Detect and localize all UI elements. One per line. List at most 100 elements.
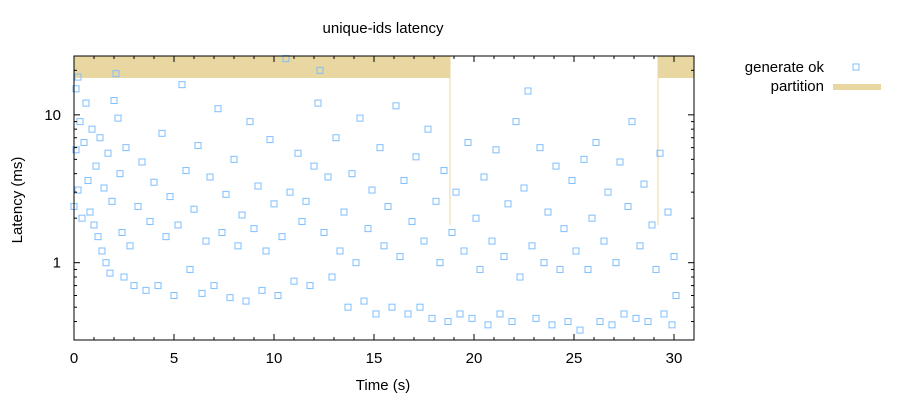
point-28 (122, 144, 130, 152)
point-107 (436, 259, 444, 267)
point-81 (332, 134, 340, 142)
point-76 (314, 99, 322, 107)
point-40 (170, 291, 178, 299)
point-113 (460, 247, 468, 255)
point-46 (194, 142, 202, 150)
point-143 (580, 155, 588, 163)
legend-marker-generate-ok (852, 63, 860, 71)
legend: generate ok partition (745, 59, 881, 95)
point-161 (652, 265, 660, 273)
point-127 (516, 273, 524, 281)
point-3 (74, 186, 82, 194)
point-138 (560, 225, 568, 233)
point-129 (524, 87, 532, 95)
point-18 (102, 259, 110, 267)
point-131 (532, 314, 540, 322)
point-63 (262, 247, 270, 255)
point-94 (384, 202, 392, 210)
point-69 (286, 188, 294, 196)
point-159 (644, 318, 652, 326)
point-144 (584, 265, 592, 273)
point-141 (572, 247, 580, 255)
point-62 (258, 286, 266, 294)
point-57 (238, 211, 246, 219)
point-49 (206, 173, 214, 181)
x-tick-label-2: 10 (266, 350, 283, 367)
point-146 (592, 138, 600, 146)
x-tick-label-3: 15 (366, 350, 383, 367)
point-56 (234, 242, 242, 250)
point-137 (556, 265, 564, 273)
point-124 (504, 200, 512, 208)
point-128 (520, 184, 528, 192)
point-15 (96, 134, 104, 142)
partition-band-0 (74, 56, 450, 78)
point-110 (448, 229, 456, 237)
point-54 (226, 294, 234, 302)
point-164 (664, 208, 672, 216)
point-44 (186, 265, 194, 273)
point-22 (110, 97, 118, 105)
point-111 (452, 188, 460, 196)
chart-title: unique-ids latency (323, 20, 444, 37)
point-13 (92, 162, 100, 170)
point-55 (230, 155, 238, 163)
point-2 (72, 85, 80, 93)
x-tick-label-0: 0 (70, 350, 78, 367)
point-90 (368, 186, 376, 194)
partition-bands (73, 56, 695, 225)
point-162 (656, 149, 664, 157)
point-87 (356, 114, 364, 122)
point-139 (564, 318, 572, 326)
y-tick-label-1: 10 (44, 107, 61, 124)
point-16 (98, 247, 106, 255)
point-112 (456, 310, 464, 318)
point-31 (134, 202, 142, 210)
point-37 (158, 129, 166, 137)
point-115 (468, 314, 476, 322)
point-133 (540, 259, 548, 267)
point-34 (146, 217, 154, 225)
point-9 (84, 176, 92, 184)
point-30 (130, 282, 138, 290)
point-64 (266, 136, 274, 144)
point-96 (392, 102, 400, 110)
point-35 (150, 178, 158, 186)
generate-ok-points (70, 55, 680, 334)
point-158 (640, 180, 648, 188)
point-157 (636, 242, 644, 250)
point-109 (444, 318, 452, 326)
x-tick-label-1: 5 (170, 350, 178, 367)
point-65 (270, 200, 278, 208)
point-166 (670, 253, 678, 261)
point-132 (536, 144, 544, 152)
point-14 (94, 233, 102, 241)
point-154 (624, 202, 632, 210)
point-114 (464, 138, 472, 146)
point-95 (388, 303, 396, 311)
point-101 (412, 153, 420, 161)
axes: 0 5 10 15 20 25 30 1 10 (44, 56, 694, 367)
partition-band-1 (658, 56, 694, 78)
point-167 (672, 291, 680, 299)
point-32 (138, 158, 146, 166)
point-97 (396, 253, 404, 261)
point-53 (222, 190, 230, 198)
point-117 (476, 265, 484, 273)
point-20 (106, 269, 114, 277)
point-27 (120, 273, 128, 281)
point-103 (420, 237, 428, 245)
point-6 (78, 214, 86, 222)
point-156 (632, 314, 640, 322)
point-119 (484, 321, 492, 329)
point-29 (126, 242, 134, 250)
point-17 (100, 184, 108, 192)
point-47 (198, 289, 206, 297)
point-42 (178, 81, 186, 89)
x-tick-label-5: 25 (566, 350, 583, 367)
point-66 (274, 291, 282, 299)
point-19 (104, 149, 112, 157)
point-122 (496, 310, 504, 318)
point-118 (480, 173, 488, 181)
